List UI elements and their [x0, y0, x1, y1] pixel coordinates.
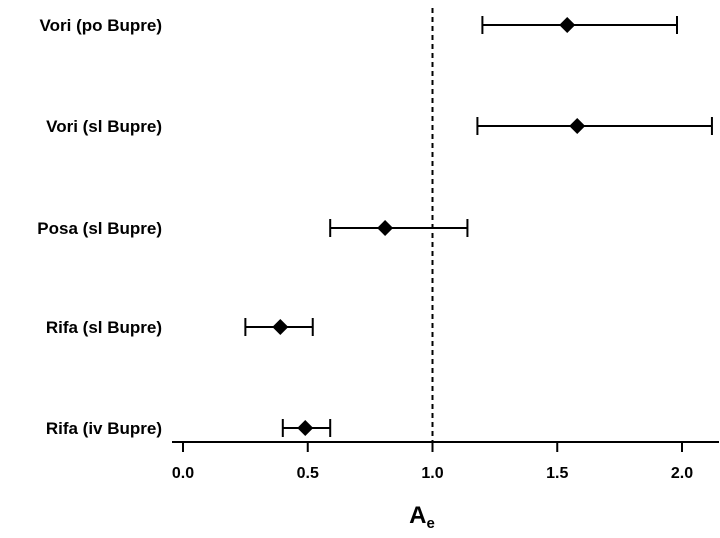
x-tick-label: 2.0: [671, 465, 693, 482]
estimate-diamond: [297, 420, 314, 436]
ci-row: [281, 419, 332, 437]
x-axis-label-main: A: [409, 502, 426, 529]
category-label: Rifa (iv Bupre): [46, 419, 162, 438]
category-label: Posa (sl Bupre): [37, 219, 162, 238]
x-tick-label: 1.0: [421, 465, 443, 482]
category-label: Vori (po Bupre): [40, 16, 162, 35]
estimate-diamond: [569, 118, 586, 134]
x-tick-label: 1.5: [546, 465, 568, 482]
data-marks: [244, 16, 713, 437]
ci-row: [476, 117, 713, 135]
estimate-diamond: [272, 319, 289, 335]
x-axis: 0.0 0.5 1.0 1.5 2.0: [172, 441, 719, 482]
ci-row: [481, 16, 679, 34]
estimate-diamond: [559, 17, 576, 33]
category-labels: Vori (po Bupre) Vori (sl Bupre) Posa (sl B…: [37, 16, 162, 438]
ci-row: [329, 219, 469, 237]
x-axis-label-subscript: e: [427, 515, 435, 532]
ci-row: [244, 318, 314, 336]
x-tick-label: 0.5: [297, 465, 319, 482]
x-tick-label: 0.0: [172, 465, 194, 482]
estimate-diamond: [377, 220, 394, 236]
category-label: Rifa (sl Bupre): [46, 318, 162, 337]
x-axis-label: Ae: [409, 502, 435, 532]
category-label: Vori (sl Bupre): [46, 117, 162, 136]
